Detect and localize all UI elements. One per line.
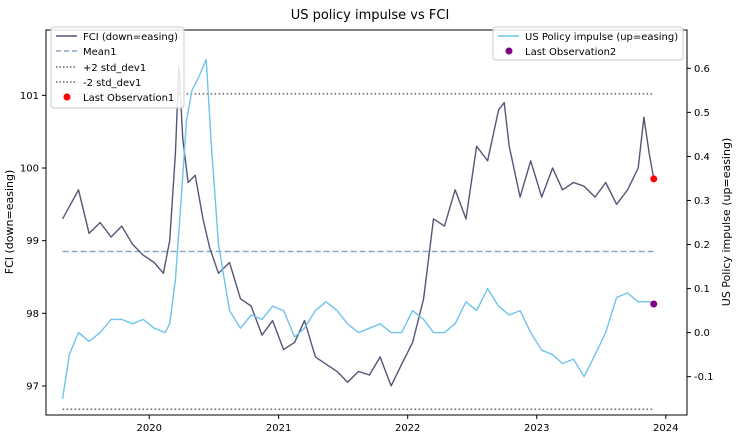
- reference-lines: [62, 93, 654, 410]
- x-tick-label-4: 2024: [653, 423, 678, 434]
- legend-right: US Policy impulse (up=easing) Last Obser…: [492, 26, 684, 61]
- legend-right-frame: [492, 26, 684, 61]
- y-axis-left-label: FCI (down=easing): [3, 170, 16, 274]
- x-tick-label-0: 2020: [137, 423, 162, 434]
- y-right-tick-label-7: 0.6: [694, 64, 710, 75]
- y-right-tick-label-2: 0.1: [694, 284, 710, 295]
- y-axis-right: -0.1 0.0 0.1 0.2 0.3 0.4 0.5 0.6: [687, 64, 714, 383]
- legend-label-impulse: US Policy impulse (up=easing): [525, 32, 678, 43]
- y-right-tick-label-3: 0.2: [694, 240, 710, 251]
- series-line-0: [61, 65, 655, 387]
- legend-swatch-last1: [63, 93, 71, 101]
- last-observation-markers: [650, 175, 658, 308]
- y-axis-left: 97 98 99 100 101: [20, 91, 46, 392]
- x-tick-label-2: 2022: [395, 423, 420, 434]
- y-left-tick-label-0: 97: [26, 381, 39, 392]
- chart-title: US policy impulse vs FCI: [291, 8, 450, 23]
- x-tick-label-3: 2023: [524, 423, 549, 434]
- x-axis: 2020 2021 2022 2023 2024: [137, 415, 679, 434]
- legend-label-last2: Last Observation2: [525, 47, 616, 58]
- x-tick-label-1: 2021: [266, 423, 291, 434]
- y-left-tick-label-4: 101: [20, 91, 39, 102]
- marker-point-1: [650, 300, 658, 308]
- legend-label-fci: FCI (down=easing): [83, 32, 178, 43]
- y-right-tick-label-6: 0.5: [694, 108, 710, 119]
- legend-label-last1: Last Observation1: [83, 93, 174, 104]
- y-left-tick-label-2: 99: [26, 236, 39, 247]
- y-right-tick-label-5: 0.4: [694, 152, 710, 163]
- plot-area: [45, 29, 688, 416]
- legend-label-plus2: +2 std_dev1: [83, 63, 146, 74]
- marker-point-0: [650, 175, 658, 183]
- y-left-tick-label-3: 100: [20, 164, 39, 175]
- series-line-1: [61, 58, 655, 399]
- series-lines: [61, 58, 655, 399]
- legend-left: FCI (down=easing) Mean1 +2 std_dev1 -2 s…: [50, 26, 185, 109]
- y-right-tick-label-4: 0.3: [694, 196, 710, 207]
- y-axis-right-label: US Policy impulse (up=easing): [720, 138, 733, 306]
- legend-left-frame: [50, 26, 185, 109]
- legend-swatch-last2: [505, 47, 513, 55]
- y-right-tick-label-0: -0.1: [694, 372, 714, 383]
- legend-label-minus2: -2 std_dev1: [83, 78, 141, 89]
- y-left-tick-label-1: 98: [26, 309, 39, 320]
- legend-label-mean: Mean1: [83, 47, 117, 58]
- y-right-tick-label-1: 0.0: [694, 328, 710, 339]
